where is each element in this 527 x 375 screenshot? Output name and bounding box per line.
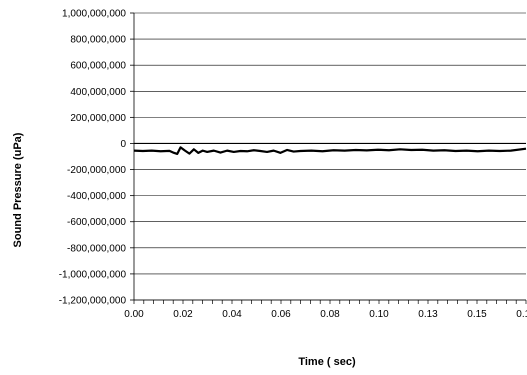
y-tick-label-8: -600,000,000 xyxy=(67,217,126,228)
y-tick-label-7: -400,000,000 xyxy=(67,191,126,202)
x-tick-label-5: 0.10 xyxy=(369,309,389,320)
x-tick-label-2: 0.04 xyxy=(222,309,242,320)
y-tick-label-3: 400,000,000 xyxy=(70,87,126,98)
y-tick-label-6: -200,000,000 xyxy=(67,165,126,176)
x-axis: 0.00 0.02 0.04 0.06 0.08 0.10 0.13 0.15 0.17 xyxy=(124,299,527,320)
y-tick-label-10: -1,000,000,000 xyxy=(59,269,127,280)
series-line-0 xyxy=(133,146,527,155)
x-axis-title: Time ( sec) xyxy=(298,356,356,368)
x-tick-label-8: 0.17 xyxy=(516,309,527,320)
y-axis: 1,000,000,000 800,000,000 600,000,000 400,0… xyxy=(59,9,135,307)
y-tick-label-2: 600,000,000 xyxy=(70,61,126,72)
x-tick-label-1: 0.02 xyxy=(173,309,193,320)
y-tick-label-4: 200,000,000 xyxy=(70,113,126,124)
y-tick-label-0: 1,000,000,000 xyxy=(62,9,126,20)
y-tick-label-1: 800,000,000 xyxy=(70,35,126,46)
x-tick-label-0: 0.00 xyxy=(124,309,144,320)
y-tick-label-9: -800,000,000 xyxy=(67,243,126,254)
gridlines xyxy=(134,12,526,301)
x-tick-label-4: 0.08 xyxy=(320,309,340,320)
x-tick-label-3: 0.06 xyxy=(271,309,291,320)
y-tick-label-11: -1,200,000,000 xyxy=(59,296,127,307)
series-group xyxy=(133,146,527,155)
y-tick-label-5: 0 xyxy=(120,139,126,150)
x-tick-label-6: 0.13 xyxy=(418,309,438,320)
x-tick-label-7: 0.15 xyxy=(467,309,487,320)
y-axis-title: Sound Pressure (uPa) xyxy=(12,132,24,247)
